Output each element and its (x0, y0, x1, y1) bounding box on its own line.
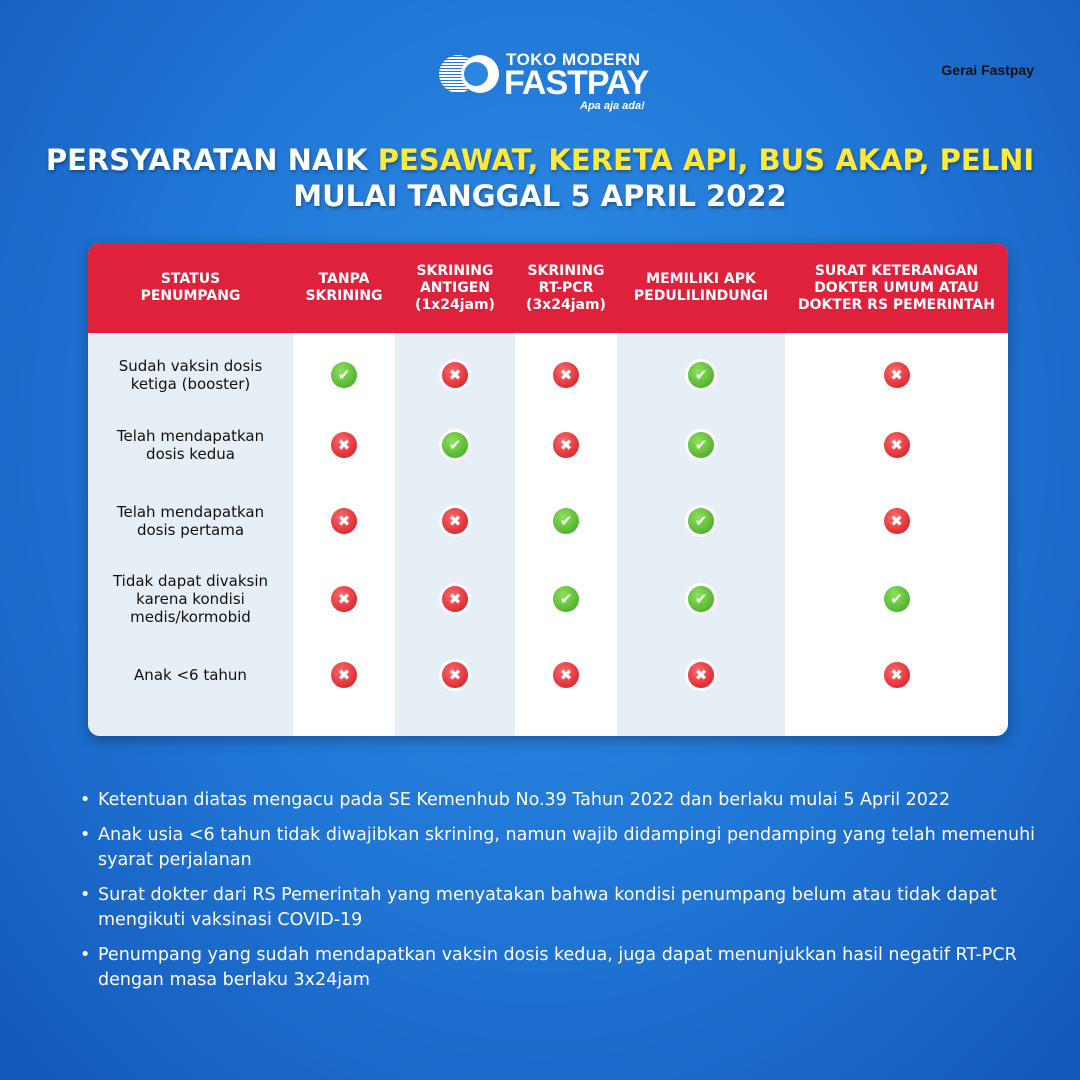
logo-tagline: Apa aja ada! (580, 100, 645, 112)
notes-list: Ketentuan diatas mengacu pada SE Kemenhu… (78, 788, 1038, 1003)
logo-line1: TOKO MODERN (506, 50, 641, 69)
title-part1: PERSYARATAN NAIK (45, 143, 378, 177)
row-status: Sudah vaksin dosis ketiga (booster) (118, 357, 263, 393)
cross-icon: ✖ (883, 662, 910, 688)
cross-icon: ✖ (883, 362, 910, 388)
cross-icon: ✖ (883, 432, 910, 458)
cross-icon: ✖ (688, 662, 714, 688)
title-highlight: PESAWAT, KERETA API, BUS AKAP, PELNI (377, 143, 1035, 177)
table-body: Sudah vaksin dosis ketiga (booster) ✔ ✖ ✖ ✔ ✖… (88, 333, 1008, 736)
cross-icon: ✖ (331, 662, 357, 688)
cross-icon: ✖ (442, 662, 468, 688)
table-cell: ✔ (515, 569, 617, 629)
note-item: Anak usia <6 tahun tidak diwajibkan skri… (78, 823, 1038, 873)
table-cell: ✖ (515, 415, 617, 475)
note-item: Surat dokter dari RS Pemerintah yang men… (78, 883, 1038, 933)
fastpay-logo: TOKO MODERN FASTPAY Apa aja ada! (438, 48, 649, 118)
check-icon: ✔ (688, 362, 714, 388)
note-item: Penumpang yang sudah mendapatkan vaksin … (78, 943, 1038, 993)
row-status: Telah mendapatkan dosis kedua (116, 427, 265, 463)
cross-icon: ✖ (553, 662, 579, 688)
table-cell: ✔ (617, 345, 785, 405)
check-icon: ✔ (553, 508, 579, 534)
table-cell: ✖ (395, 345, 515, 405)
cross-icon: ✖ (331, 432, 357, 458)
column-header: SURAT KETERANGAN DOKTER UMUM ATAU DOKTER… (798, 262, 995, 313)
table-cell: ✖ (785, 491, 1008, 551)
table-cell: ✔ (395, 415, 515, 475)
table-cell: ✖ (785, 415, 1008, 475)
table-cell: ✖ (293, 415, 395, 475)
table-cell: ✔ (617, 491, 785, 551)
table-header: STATUS PENUMPANG TANPA SKRINING SKRINING A… (88, 243, 1008, 333)
cross-icon: ✖ (442, 508, 468, 534)
check-icon: ✔ (331, 362, 357, 388)
check-icon: ✔ (883, 586, 910, 612)
check-icon: ✔ (442, 432, 468, 458)
check-icon: ✔ (688, 586, 714, 612)
title-line2: MULAI TANGGAL 5 APRIL 2022 (293, 179, 787, 213)
table-cell: ✖ (515, 645, 617, 705)
table-cell: ✖ (395, 491, 515, 551)
table-cell: ✖ (515, 345, 617, 405)
column-header: MEMILIKI APK PEDULILINDUNGI (633, 271, 769, 304)
cross-icon: ✖ (442, 586, 468, 612)
table-cell: ✖ (293, 645, 395, 705)
column-background (88, 333, 293, 736)
cross-icon: ✖ (553, 432, 579, 458)
cross-icon: ✖ (331, 586, 357, 612)
check-icon: ✔ (688, 432, 714, 458)
row-status: Telah mendapatkan dosis pertama (116, 503, 265, 539)
table-cell: ✔ (785, 569, 1008, 629)
row-status: Anak <6 tahun (134, 666, 247, 684)
cross-icon: ✖ (442, 362, 468, 388)
table-cell: ✖ (785, 345, 1008, 405)
cross-icon: ✖ (331, 508, 357, 534)
table-cell: ✔ (617, 569, 785, 629)
column-header: SKRINING RT-PCR (3x24jam) (526, 262, 606, 313)
page-title: PERSYARATAN NAIK PESAWAT, KERETA API, BU… (0, 142, 1080, 214)
check-icon: ✔ (553, 586, 579, 612)
row-status: Tidak dapat divaksin karena kondisi medi… (112, 572, 269, 626)
check-icon: ✔ (688, 508, 714, 534)
note-item: Ketentuan diatas mengacu pada SE Kemenhu… (78, 788, 1038, 813)
brand-label: Gerai Fastpay (941, 62, 1034, 78)
table-cell: ✖ (785, 645, 1008, 705)
table-cell: ✔ (617, 415, 785, 475)
cross-icon: ✖ (883, 508, 910, 534)
column-header: SKRINING ANTIGEN (1x24jam) (415, 262, 495, 313)
column-header: STATUS PENUMPANG (140, 271, 241, 304)
table-cell: ✖ (617, 645, 785, 705)
table-cell: ✖ (293, 491, 395, 551)
table-cell: ✔ (293, 345, 395, 405)
table-cell: ✖ (395, 569, 515, 629)
column-header: TANPA SKRINING (305, 271, 383, 304)
table-cell: ✖ (395, 645, 515, 705)
logo-line2: FASTPAY (504, 64, 649, 102)
cross-icon: ✖ (553, 362, 579, 388)
logo-circles-icon (439, 55, 499, 93)
table-cell: ✔ (515, 491, 617, 551)
requirements-table: STATUS PENUMPANG TANPA SKRINING SKRINING A… (88, 243, 1008, 736)
table-cell: ✖ (293, 569, 395, 629)
